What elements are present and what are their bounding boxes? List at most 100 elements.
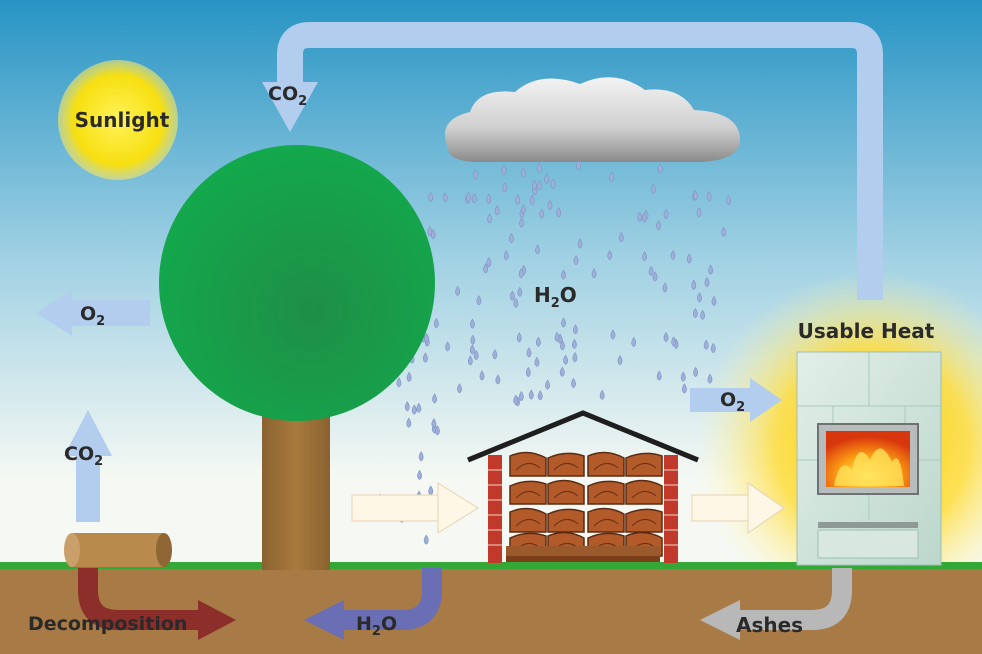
raindrop	[487, 213, 493, 224]
raindrop	[516, 332, 522, 343]
split-log	[625, 479, 663, 505]
raindrop	[517, 286, 523, 297]
raindrop	[591, 268, 597, 279]
raindrop	[693, 366, 699, 378]
raindrop	[509, 290, 515, 301]
raindrop	[466, 191, 471, 203]
raindrop	[572, 338, 577, 349]
raindrop	[424, 332, 429, 344]
decomposition-label: Decomposition	[28, 613, 187, 635]
raindrop	[525, 366, 531, 378]
raindrop	[547, 199, 553, 211]
raindrop	[427, 226, 433, 237]
raindrop	[470, 334, 476, 345]
raindrop	[457, 383, 462, 394]
raindrop	[656, 220, 661, 231]
h2o-rain-pre: H	[534, 283, 551, 307]
raindrop	[396, 377, 402, 388]
raindrop	[656, 370, 662, 381]
o2-right-main: O	[720, 389, 736, 411]
raindrop	[537, 390, 543, 401]
raindrop	[573, 255, 579, 266]
raindrop	[652, 271, 658, 282]
co2-left-sub: 2	[94, 454, 103, 469]
raindrop	[710, 342, 716, 354]
raindrop	[577, 238, 583, 249]
raindrop	[471, 193, 477, 204]
raindrop	[526, 347, 532, 358]
ashes-arrow	[700, 568, 852, 640]
raindrop	[537, 180, 542, 191]
raindrop	[411, 404, 417, 415]
split-log	[625, 452, 663, 477]
raindrop	[486, 257, 492, 268]
raindrop	[642, 251, 647, 262]
raindrop	[657, 163, 663, 174]
h2o-ground-pre: H	[356, 613, 372, 635]
raindrop	[431, 418, 437, 429]
raindrop	[545, 379, 550, 390]
raindrop	[418, 451, 424, 462]
raindrop	[708, 264, 714, 275]
woodshed-roof	[467, 410, 699, 463]
tree-crown	[159, 145, 435, 421]
raindrop	[406, 371, 412, 382]
split-log	[547, 452, 585, 477]
sun	[58, 60, 178, 180]
raindrop	[700, 309, 706, 320]
raindrop	[515, 194, 521, 205]
h2o-ground-label: H2O	[356, 613, 397, 639]
raindrop	[641, 212, 647, 223]
co2-cycle-arrow	[262, 22, 883, 300]
raindrop	[539, 208, 545, 219]
raindrop	[432, 393, 437, 404]
raindrop	[528, 389, 534, 400]
raindrop	[508, 232, 514, 244]
split-log	[547, 479, 585, 505]
o2-left-label: O2	[80, 303, 105, 329]
raindrops	[377, 159, 731, 545]
raindrop	[519, 217, 524, 228]
log-grain	[593, 491, 619, 499]
raindrop	[495, 374, 501, 385]
raindrop	[618, 231, 624, 243]
raindrop	[704, 277, 710, 288]
raindrop	[529, 194, 535, 206]
raindrop	[470, 318, 475, 329]
raindrop	[663, 208, 669, 220]
raindrop	[534, 356, 540, 367]
o2-right-label: O2	[720, 389, 745, 415]
split-log	[509, 507, 547, 533]
fallen-log	[64, 533, 172, 567]
raindrop	[650, 183, 656, 194]
raindrop	[721, 226, 727, 237]
log-grain	[631, 519, 657, 527]
raindrop	[692, 190, 698, 201]
raindrop	[535, 244, 540, 255]
ashes-label: Ashes	[736, 613, 803, 637]
raindrop	[692, 307, 698, 319]
log-grain	[515, 519, 541, 527]
co2-left-label: CO2	[64, 443, 103, 469]
raindrop	[707, 373, 713, 384]
raindrop	[455, 285, 461, 296]
raindrop	[423, 534, 429, 545]
raindrop	[428, 191, 434, 203]
raindrop	[501, 165, 507, 176]
raindrop	[609, 171, 614, 182]
raindrop	[520, 204, 526, 215]
raindrop	[703, 339, 709, 350]
raindrop	[503, 250, 509, 261]
raindrop	[469, 344, 475, 355]
raindrop	[479, 370, 485, 381]
log-grain	[593, 463, 619, 471]
h2o-rain-post: O	[560, 283, 577, 307]
raindrop	[706, 191, 712, 202]
wood-to-stove-arrow	[691, 482, 785, 534]
raindrop	[662, 282, 668, 293]
raindrop	[571, 378, 576, 389]
woodshed	[467, 410, 699, 563]
tree	[159, 145, 435, 570]
log-grain	[553, 519, 579, 527]
